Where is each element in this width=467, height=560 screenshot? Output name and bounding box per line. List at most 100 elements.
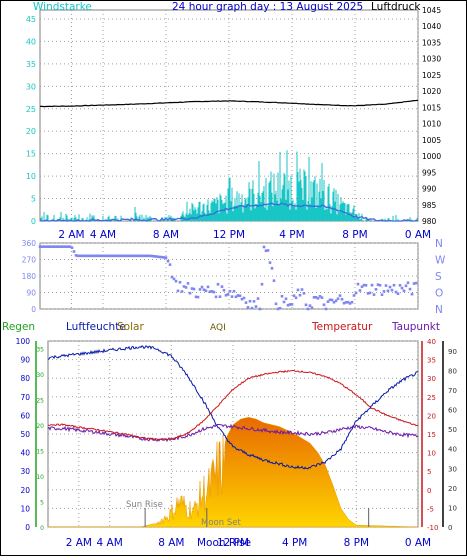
direction-point — [276, 307, 280, 311]
direction-point — [212, 290, 216, 294]
direction-point — [118, 254, 122, 258]
direction-point — [366, 292, 370, 295]
direction-point — [222, 288, 226, 292]
direction-point — [248, 299, 252, 303]
direction-point — [260, 282, 264, 286]
humidity-tick-label: 20 — [20, 486, 30, 495]
humidity-tick-label: 0 — [25, 523, 30, 532]
humidity-tick-label: 80 — [20, 374, 30, 383]
dewpoint-tick-label: 60 — [448, 407, 457, 415]
direction-point — [166, 259, 170, 263]
humidity-tick-label: 100 — [16, 337, 31, 346]
direction-point — [44, 245, 48, 248]
compass-label: S — [435, 271, 442, 283]
direction-point — [200, 285, 204, 289]
direction-point — [262, 245, 266, 249]
direction-point — [78, 254, 82, 258]
direction-y-axis-ticks: 0 90 180 270 360 — [22, 239, 37, 314]
direction-point — [304, 303, 308, 307]
direction-point — [236, 294, 240, 297]
dewpoint-tick-label: 10 — [448, 504, 457, 512]
compass-label: N — [435, 304, 443, 316]
direction-point — [274, 302, 278, 306]
direction-point — [244, 301, 248, 304]
direction-point — [90, 254, 94, 258]
compass-label: O — [435, 288, 443, 300]
direction-point — [406, 281, 410, 285]
pressure-axis-title: Luftdruck — [371, 1, 421, 13]
wind-axis-title: Windstarke — [33, 1, 92, 13]
moon-rise-label: Moon Rise — [197, 537, 251, 549]
wind-tick-label: 35 — [26, 60, 36, 69]
dewpoint-line — [47, 423, 419, 443]
solar-series — [48, 417, 418, 528]
direction-point — [342, 301, 346, 305]
compass-label: N — [435, 238, 443, 250]
wind-x-axis-ticks: 2 AM 4 AM 8 AM 12 PM 4 PM 8 PM 0 AM — [58, 229, 431, 241]
direction-point — [98, 254, 102, 258]
wind-tick-label: 40 — [26, 37, 36, 46]
direction-point — [286, 303, 290, 307]
direction-series — [38, 245, 418, 311]
direction-point — [138, 254, 142, 258]
direction-point — [168, 263, 172, 266]
direction-point — [82, 254, 86, 258]
direction-point — [50, 245, 54, 248]
direction-point — [210, 289, 214, 293]
direction-point — [194, 295, 198, 299]
direction-point — [280, 294, 284, 298]
direction-point — [306, 307, 310, 311]
direction-point — [162, 256, 166, 259]
direction-point — [372, 293, 376, 296]
direction-point — [228, 289, 232, 293]
direction-point — [56, 245, 60, 248]
direction-point — [368, 291, 372, 295]
direction-point — [270, 266, 274, 270]
direction-point — [326, 300, 330, 303]
direction-point — [336, 297, 340, 301]
rain-tick-label: 15 — [36, 449, 44, 456]
direction-point — [154, 255, 158, 258]
direction-point — [130, 254, 134, 258]
wind-tick-label: 10 — [26, 172, 36, 181]
pressure-tick-label: 1010 — [422, 120, 441, 129]
direction-point — [398, 284, 402, 287]
direction-point — [230, 295, 234, 298]
temperature-tick-label: 0 — [427, 487, 431, 495]
direction-point — [378, 283, 382, 287]
direction-point — [322, 303, 326, 307]
humidity-tick-label: 50 — [20, 430, 30, 439]
pressure-series — [40, 99, 419, 108]
direction-point — [240, 297, 244, 301]
solar-area — [48, 417, 418, 528]
direction-point — [232, 289, 236, 293]
direction-point — [182, 285, 186, 288]
direction-point — [282, 300, 286, 304]
direction-point — [84, 254, 88, 258]
direction-point — [218, 295, 222, 298]
rain-tick-label: 10 — [36, 474, 44, 481]
rain-tick-label: 20 — [36, 423, 44, 430]
direction-point — [278, 306, 282, 310]
rain-tick-label: 30 — [36, 372, 44, 379]
direction-point — [100, 254, 104, 258]
pressure-tick-label: 1040 — [422, 22, 441, 31]
direction-point — [264, 249, 268, 253]
pressure-tick-label: 1025 — [422, 71, 441, 80]
direction-point — [146, 254, 150, 258]
direction-point — [170, 275, 174, 279]
wind-x-tick-label: 4 PM — [279, 229, 304, 241]
direction-point — [302, 291, 306, 295]
direction-point — [242, 296, 246, 300]
direction-point — [114, 254, 118, 258]
direction-point — [258, 307, 262, 311]
direction-point — [256, 297, 260, 300]
direction-point — [180, 290, 184, 293]
direction-point — [198, 288, 202, 291]
direction-point — [360, 285, 364, 289]
direction-point — [64, 245, 68, 248]
